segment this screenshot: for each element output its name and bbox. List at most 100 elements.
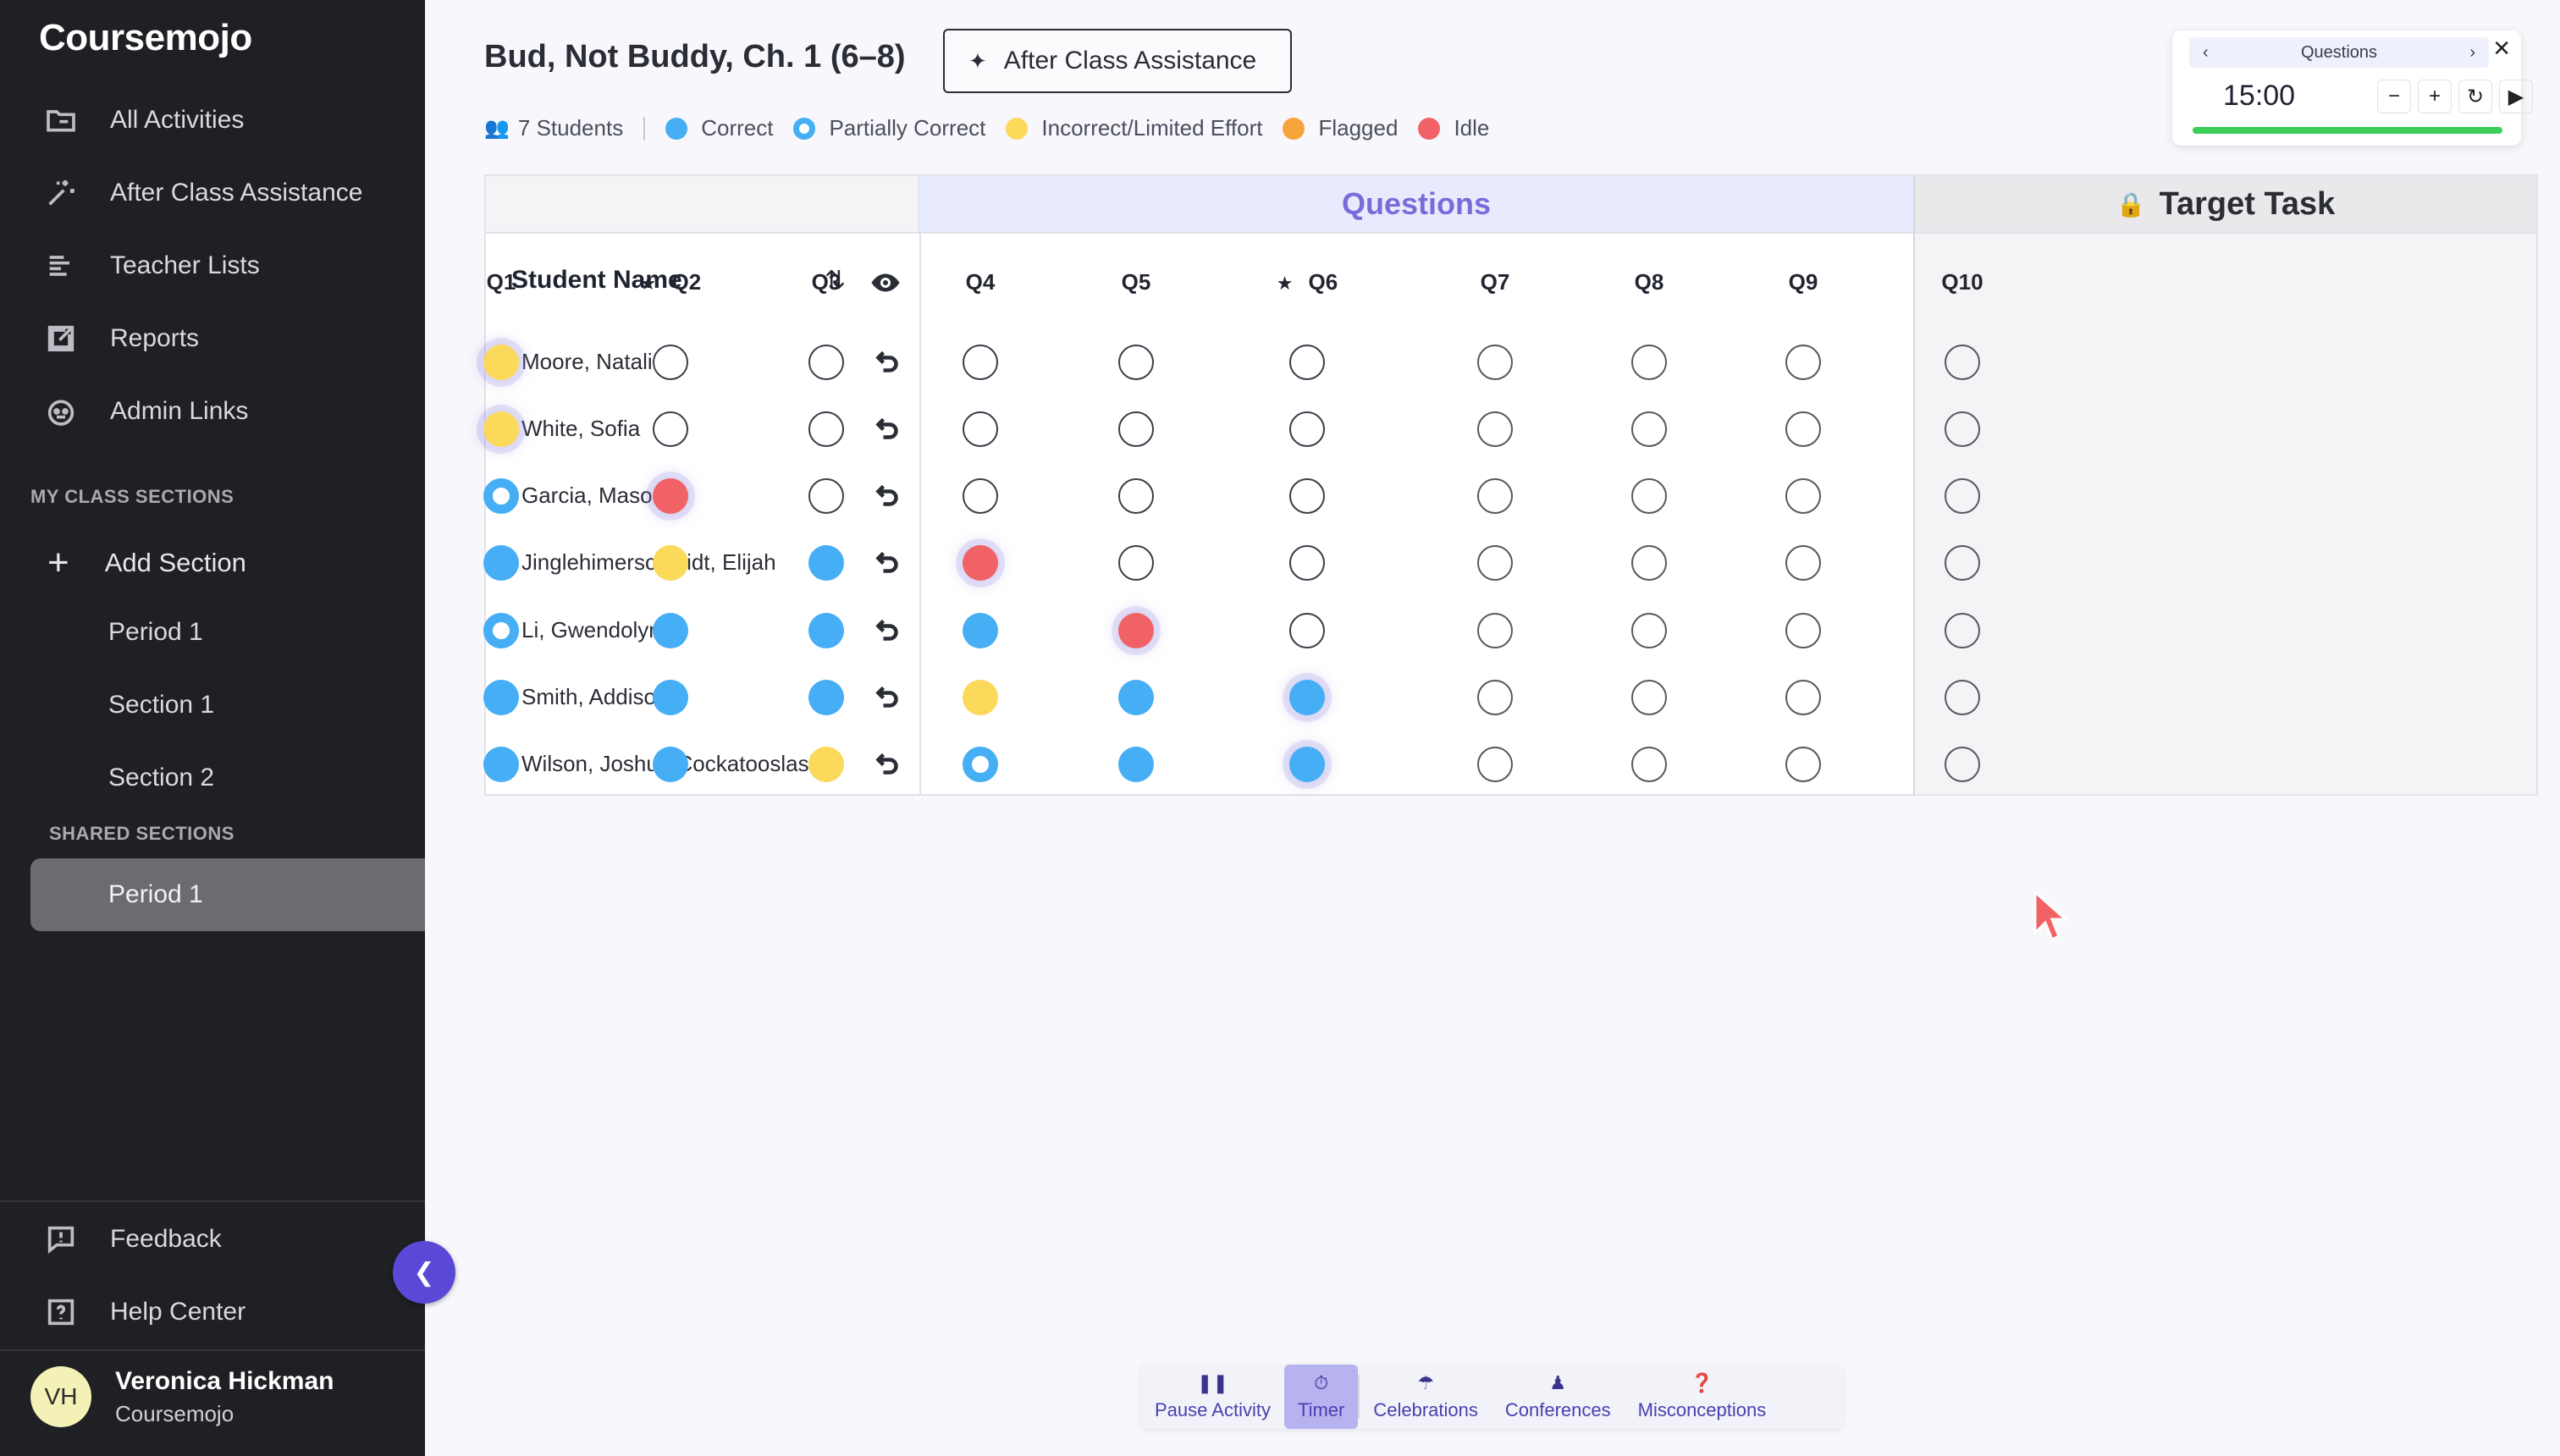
response-cell-empty[interactable] — [1785, 747, 1821, 782]
response-cell-empty[interactable] — [1631, 613, 1667, 648]
response-cell-correct[interactable] — [1289, 680, 1325, 715]
response-cell-correct[interactable] — [653, 680, 688, 715]
chevron-left-icon[interactable]: ‹ — [2203, 42, 2209, 62]
nav-teacher-lists[interactable]: Teacher Lists — [0, 232, 425, 300]
response-cell-correct[interactable] — [808, 545, 844, 581]
response-cell-correct[interactable] — [483, 747, 519, 782]
column-header-q1[interactable]: Q1 — [425, 269, 577, 295]
play-icon[interactable]: ▶ — [2499, 80, 2533, 113]
chevron-right-icon[interactable]: › — [2469, 42, 2475, 62]
collapse-sidebar-button[interactable]: ❮ — [393, 1241, 455, 1304]
response-cell-empty[interactable] — [808, 411, 844, 447]
response-cell-correct[interactable] — [483, 680, 519, 715]
student-name[interactable]: Jinglehimerschmidt, Elijah — [521, 549, 776, 575]
student-name[interactable]: Garcia, Mason — [521, 483, 665, 508]
response-cell-empty[interactable] — [1118, 411, 1154, 447]
section-item-period-1[interactable]: Period 1 — [108, 618, 203, 646]
response-cell-empty[interactable] — [1945, 613, 1980, 648]
reset-student-icon[interactable] — [872, 547, 904, 579]
student-name[interactable]: Li, Gwendolyn — [521, 617, 661, 643]
column-header-q5[interactable]: Q5 — [1060, 269, 1212, 295]
response-cell-empty[interactable] — [1631, 545, 1667, 581]
response-cell-empty[interactable] — [1945, 747, 1980, 782]
nav-admin-links[interactable]: Admin Links — [0, 378, 425, 445]
response-cell-idle[interactable] — [1118, 613, 1154, 648]
response-cell-empty[interactable] — [1289, 613, 1325, 648]
column-header-q3[interactable]: Q3 — [750, 269, 902, 295]
nav-all-activities[interactable]: All Activities — [0, 86, 425, 154]
response-cell-incorrect[interactable] — [808, 747, 844, 782]
response-cell-empty[interactable] — [1477, 613, 1513, 648]
user-profile[interactable]: VH Veronica Hickman Coursemojo — [30, 1366, 334, 1427]
response-cell-correct[interactable] — [653, 613, 688, 648]
reset-student-icon[interactable] — [872, 615, 904, 647]
column-header-q10[interactable]: Q10 — [1886, 269, 2039, 295]
response-cell-incorrect[interactable] — [653, 545, 688, 581]
response-cell-empty[interactable] — [1785, 478, 1821, 514]
response-cell-empty[interactable] — [1477, 545, 1513, 581]
response-cell-incorrect[interactable] — [483, 411, 519, 447]
brand-logo[interactable]: Coursemojo — [39, 17, 252, 58]
response-cell-empty[interactable] — [1477, 747, 1513, 782]
column-header-q4[interactable]: Q4 — [904, 269, 1057, 295]
minus-icon[interactable]: − — [2377, 80, 2411, 113]
response-cell-empty[interactable] — [1945, 411, 1980, 447]
response-cell-empty[interactable] — [1631, 478, 1667, 514]
response-cell-empty[interactable] — [1289, 545, 1325, 581]
response-cell-correct[interactable] — [1118, 747, 1154, 782]
sort-icon[interactable]: ⇅ — [825, 267, 847, 295]
response-cell-empty[interactable] — [1477, 345, 1513, 380]
reset-student-icon[interactable] — [872, 681, 904, 714]
eye-icon[interactable] — [870, 267, 901, 298]
reset-student-icon[interactable] — [872, 480, 904, 512]
response-cell-partial[interactable] — [483, 478, 519, 514]
response-cell-idle[interactable] — [963, 545, 998, 581]
response-cell-empty[interactable] — [1945, 345, 1980, 380]
reset-student-icon[interactable] — [872, 413, 904, 445]
response-cell-correct[interactable] — [1118, 680, 1154, 715]
reset-icon[interactable]: ↻ — [2458, 80, 2492, 113]
reset-student-icon[interactable] — [872, 346, 904, 378]
column-header-q6[interactable]: ★ Q6 — [1231, 269, 1383, 295]
response-cell-incorrect[interactable] — [483, 345, 519, 380]
response-cell-empty[interactable] — [1785, 411, 1821, 447]
column-header-q8[interactable]: Q8 — [1573, 269, 1725, 295]
student-name[interactable]: White, Sofia — [521, 416, 641, 441]
response-cell-correct[interactable] — [483, 545, 519, 581]
toolbar-misconceptions-button[interactable]: ❓ Misconceptions — [1625, 1365, 1780, 1429]
section-item-section-2[interactable]: Section 2 — [108, 764, 215, 791]
close-icon[interactable]: ✕ — [2492, 36, 2511, 61]
plus-icon[interactable]: + — [2418, 80, 2452, 113]
toolbar-celebrations-button[interactable]: ☂ Celebrations — [1360, 1365, 1492, 1429]
response-cell-empty[interactable] — [1631, 680, 1667, 715]
add-section-button[interactable]: + Add Section — [47, 542, 246, 584]
column-header-q9[interactable]: Q9 — [1727, 269, 1879, 295]
response-cell-partial[interactable] — [963, 747, 998, 782]
student-name[interactable]: Moore, Natalie — [521, 349, 665, 374]
response-cell-incorrect[interactable] — [963, 680, 998, 715]
response-cell-empty[interactable] — [963, 478, 998, 514]
shared-section-period-1[interactable]: Period 1 — [30, 858, 425, 931]
response-cell-empty[interactable] — [1785, 345, 1821, 380]
response-cell-correct[interactable] — [653, 747, 688, 782]
response-cell-empty[interactable] — [1631, 747, 1667, 782]
nav-after-class-assistance[interactable]: After Class Assistance — [0, 159, 425, 227]
response-cell-empty[interactable] — [963, 345, 998, 380]
response-cell-empty[interactable] — [1631, 411, 1667, 447]
response-cell-empty[interactable] — [1118, 345, 1154, 380]
response-cell-correct[interactable] — [963, 613, 998, 648]
student-name[interactable]: Smith, Addison — [521, 684, 669, 709]
response-cell-empty[interactable] — [1631, 345, 1667, 380]
column-header-q2[interactable]: ★ Q2 — [594, 269, 747, 295]
response-cell-empty[interactable] — [1289, 411, 1325, 447]
response-cell-empty[interactable] — [1118, 545, 1154, 581]
response-cell-empty[interactable] — [808, 478, 844, 514]
response-cell-empty[interactable] — [1785, 680, 1821, 715]
response-cell-empty[interactable] — [808, 345, 844, 380]
toolbar-conferences-button[interactable]: ♟ Conferences — [1492, 1365, 1625, 1429]
response-cell-empty[interactable] — [1785, 545, 1821, 581]
response-cell-empty[interactable] — [1289, 345, 1325, 380]
response-cell-correct[interactable] — [808, 613, 844, 648]
after-class-assistance-button[interactable]: ✦ After Class Assistance — [943, 29, 1292, 93]
response-cell-empty[interactable] — [1477, 411, 1513, 447]
